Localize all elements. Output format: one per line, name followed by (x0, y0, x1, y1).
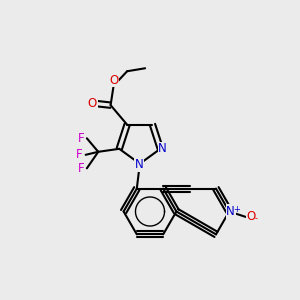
Text: F: F (77, 132, 84, 145)
Text: -: - (255, 214, 258, 223)
Text: O: O (247, 210, 256, 224)
Text: F: F (77, 162, 84, 175)
Text: +: + (233, 206, 239, 214)
Text: N: N (226, 205, 235, 218)
Text: N: N (158, 142, 167, 155)
Text: O: O (88, 97, 97, 110)
Text: N: N (134, 158, 143, 171)
Text: O: O (109, 74, 118, 87)
Text: F: F (76, 148, 82, 161)
